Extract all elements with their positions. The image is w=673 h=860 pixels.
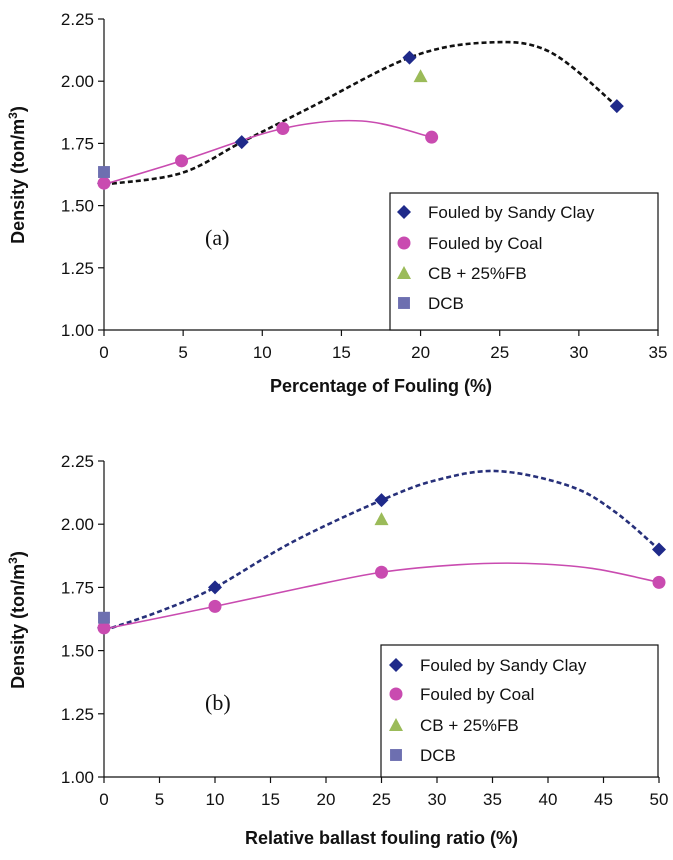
legend-marker — [397, 205, 411, 219]
x-tick-label: 50 — [650, 790, 669, 809]
x-tick-label: 30 — [428, 790, 447, 809]
legend-label: Fouled by Sandy Clay — [428, 203, 595, 222]
legend-marker — [389, 658, 403, 672]
legend-label: Fouled by Coal — [428, 234, 542, 253]
y-axis-label-main: Density (ton/m — [8, 119, 28, 244]
data-point-fouled-by-sandy-clay — [402, 50, 417, 65]
data-point-dcb — [98, 166, 110, 178]
y-axis-label: Density (ton/m3) — [6, 106, 28, 244]
data-point-cb-25-fb — [413, 69, 428, 83]
panel-label: (a) — [205, 225, 229, 250]
data-point-fouled-by-coal — [425, 130, 439, 144]
legend-box — [380, 644, 659, 778]
data-point-fouled-by-coal — [375, 565, 388, 579]
x-tick-label: 25 — [372, 790, 391, 809]
y-tick-label: 2.00 — [61, 515, 94, 534]
legend-marker — [398, 297, 410, 309]
y-tick-label: 1.75 — [61, 134, 94, 153]
x-tick-label: 15 — [332, 343, 351, 362]
data-point-fouled-by-coal — [97, 621, 111, 635]
x-tick-label: 20 — [411, 343, 430, 362]
y-tick-label: 1.75 — [61, 578, 94, 597]
data-point-fouled-by-sandy-clay — [208, 580, 222, 595]
legend-label: CB + 25%FB — [428, 264, 527, 283]
x-tick-label: 40 — [539, 790, 558, 809]
x-tick-label: 0 — [99, 790, 108, 809]
x-tick-label: 20 — [317, 790, 336, 809]
x-axis-label: Relative ballast fouling ratio (%) — [245, 828, 518, 848]
x-tick-label: 45 — [594, 790, 613, 809]
data-point-dcb — [98, 611, 110, 624]
y-tick-label: 1.00 — [61, 768, 94, 787]
data-point-fouled-by-sandy-clay — [374, 493, 389, 508]
x-tick-label: 35 — [649, 343, 668, 362]
y-tick-label: 1.00 — [61, 321, 94, 340]
x-tick-label: 10 — [253, 343, 272, 362]
y-tick-label: 2.25 — [61, 10, 94, 29]
data-point-fouled-by-coal — [208, 599, 222, 613]
data-point-fouled-by-coal — [276, 121, 290, 135]
legend-marker — [390, 749, 402, 761]
x-tick-label: 30 — [569, 343, 588, 362]
data-point-fouled-by-coal — [97, 176, 111, 190]
y-axis-label-sup: 3 — [6, 557, 20, 564]
x-tick-label: 10 — [206, 790, 225, 809]
y-tick-label: 2.25 — [61, 452, 94, 471]
legend-label: DCB — [420, 746, 456, 765]
legend-label: Fouled by Sandy Clay — [420, 656, 587, 675]
legend-box — [389, 192, 659, 331]
legend-label: CB + 25%FB — [420, 716, 519, 735]
data-point-fouled-by-sandy-clay — [234, 135, 249, 150]
data-point-fouled-by-sandy-clay — [652, 542, 666, 557]
data-point-cb-25-fb — [374, 512, 389, 526]
y-axis-label-close: ) — [8, 106, 28, 112]
data-point-fouled-by-sandy-clay — [609, 99, 624, 114]
y-tick-label: 1.25 — [61, 259, 94, 278]
panel-label: (b) — [205, 690, 231, 715]
x-tick-label: 25 — [490, 343, 509, 362]
y-axis-label-main: Density (ton/m — [8, 564, 28, 689]
x-tick-label: 0 — [99, 343, 108, 362]
y-tick-label: 1.50 — [61, 197, 94, 216]
chart-panel-a: 1.00 1.25 1.50 1.75 2.00 2.25 0 5 10 15 20 25 30 35 Pe… — [6, 10, 668, 396]
y-tick-label: 1.50 — [61, 642, 94, 661]
legend-label: DCB — [428, 294, 464, 313]
x-tick-label: 35 — [483, 790, 502, 809]
legend-marker — [397, 236, 411, 250]
x-tick-label: 5 — [178, 343, 187, 362]
y-axis-label: Density (ton/m3) — [6, 551, 28, 689]
trendline-coal — [103, 119, 432, 186]
chart-panel-b: 1.00 1.25 1.50 1.75 2.00 2.25 0 5 10 15 20 25 30 35 40… — [6, 452, 669, 848]
data-point-fouled-by-coal — [652, 575, 666, 589]
legend-marker — [397, 266, 411, 279]
legend-marker — [389, 718, 403, 731]
legend-marker — [389, 687, 403, 701]
trendline-sandy-clay — [103, 469, 660, 632]
data-point-fouled-by-coal — [175, 154, 189, 168]
x-axis-label: Percentage of Fouling (%) — [270, 376, 492, 396]
y-tick-label: 1.25 — [61, 705, 94, 724]
legend-label: Fouled by Coal — [420, 685, 534, 704]
y-axis-label-sup: 3 — [6, 112, 20, 119]
x-tick-label: 5 — [155, 790, 164, 809]
y-tick-label: 2.00 — [61, 72, 94, 91]
trendline-sandy-clay — [103, 40, 618, 186]
x-tick-label: 15 — [261, 790, 280, 809]
y-axis-label-close: ) — [8, 551, 28, 557]
